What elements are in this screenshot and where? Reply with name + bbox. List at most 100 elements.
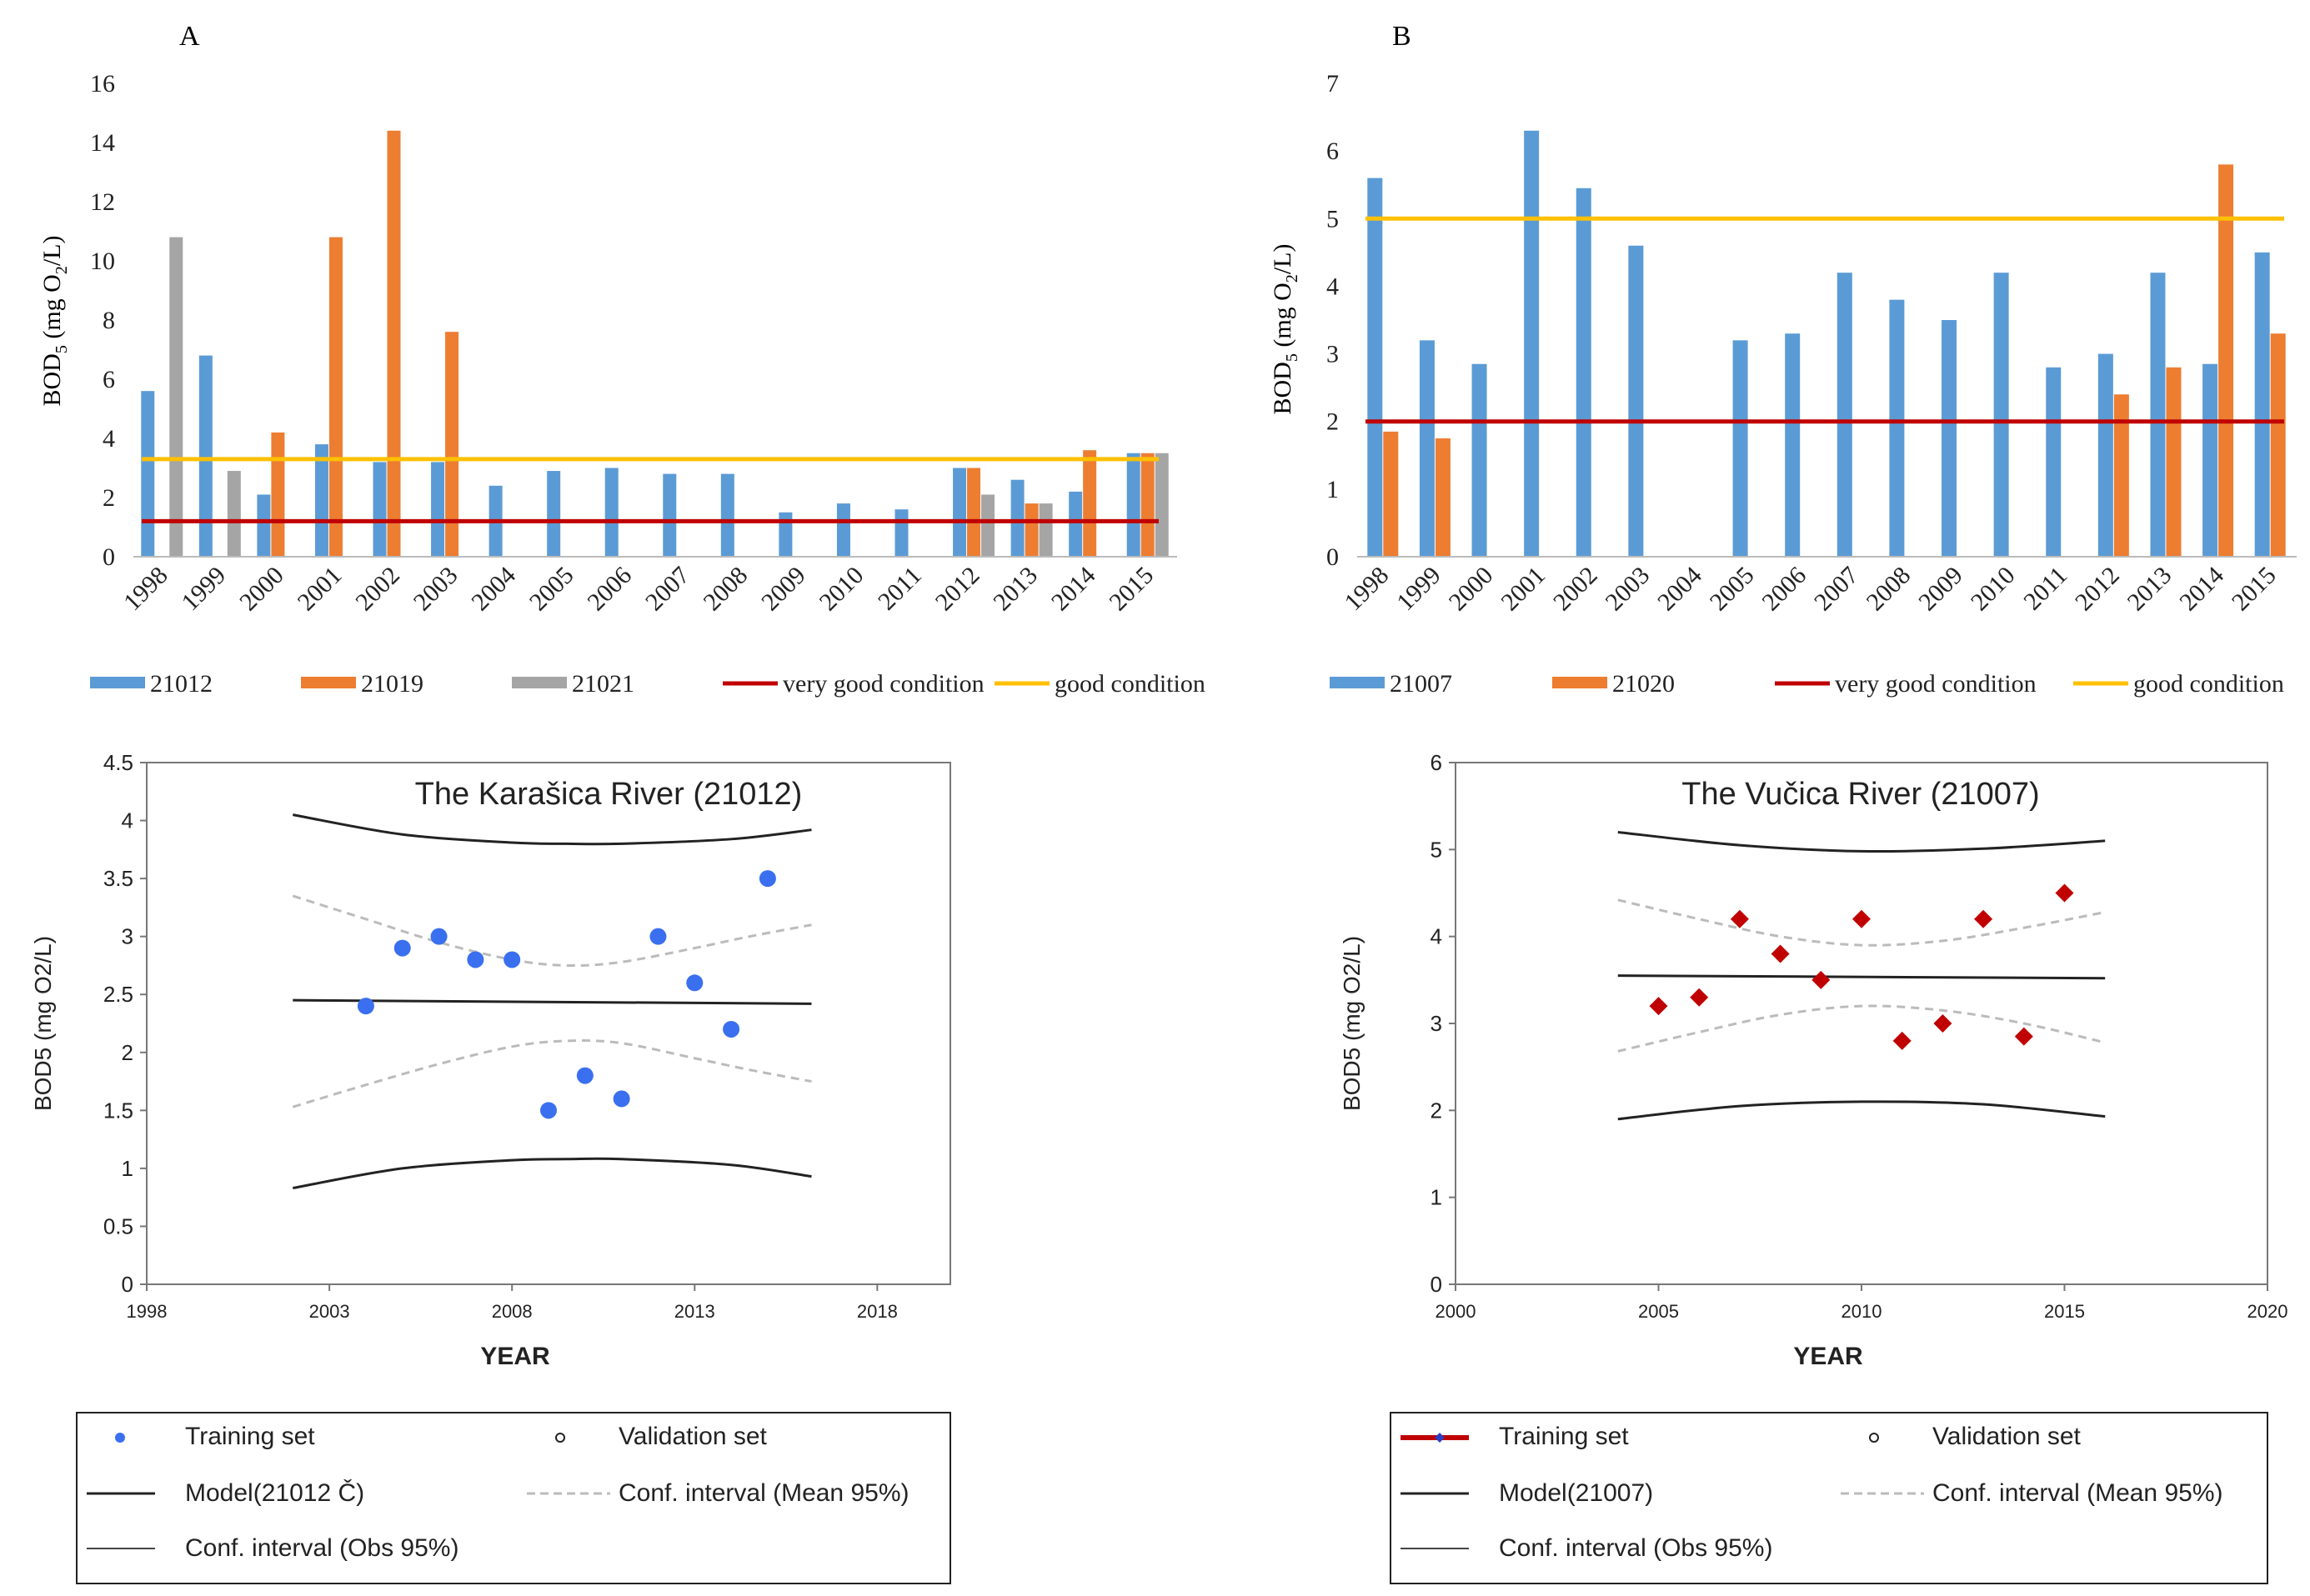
conf-interval-obs-upper [1617,830,2106,853]
bar-21021-1998 [169,237,183,557]
panel-c-x-axis-label: YEAR [480,1343,550,1370]
y-tick-label: 5 [1431,837,1442,862]
bar-21007-2009 [1942,320,1957,557]
conf-interval-mean-upper [292,894,812,968]
bar-21019-2003 [445,332,459,557]
conf-interval-obs-lower [1617,1100,2106,1121]
panel-d-x-axis-label: YEAR [1793,1343,1863,1370]
panel-d-y-axis-label: BOD5 (mg O2/L) [1339,936,1365,1111]
legend-model-label: Model(21012 Č) [185,1478,364,1507]
bar-21012-2012 [953,468,967,557]
x-tick-label-2002: 2002 [1548,562,1603,617]
data-point [686,974,704,992]
bar-21012-1999 [198,355,213,557]
x-tick-label-2013: 2013 [988,562,1043,617]
legend-validation-label: Validation set [619,1423,768,1450]
legend-label: good condition [2133,670,2284,698]
bar-21007-2001 [1524,130,1540,558]
legend-conf-obs-label: Conf. interval (Obs 95%) [1499,1534,1772,1562]
bar-21020-2013 [2166,367,2182,557]
conf-interval-obs-lower [293,1157,812,1190]
legend-conf-mean-label: Conf. interval (Mean 95%) [619,1479,909,1507]
bar-21012-2006 [604,468,619,557]
y-tick-label: 1 [1431,1185,1442,1210]
data-point [1811,970,1831,989]
bar-21012-2005 [547,471,561,557]
y-tick-label: 3 [122,924,133,949]
x-tick-label-2009: 2009 [756,562,811,617]
b-y-tick: 5 [1326,205,1339,233]
legend-swatch-21021 [512,677,567,688]
data-point [1771,944,1790,963]
legend-label: 21021 [572,670,634,698]
a-y-tick: 2 [103,484,115,512]
y-tick-label: 2.5 [103,982,133,1007]
data-point [430,928,448,945]
legend-label: very good condition [783,670,985,698]
x-tick-label: 2010 [1841,1301,1882,1322]
bar-21020-2015 [2270,333,2286,557]
x-tick-label-2008: 2008 [1862,562,1917,617]
legend-conf-obs-label: Conf. interval (Obs 95%) [185,1534,458,1562]
data-point [357,998,374,1015]
data-point [1730,909,1749,928]
data-point [1974,909,1993,928]
panel-a-legend: 21012 21019 21021 very good condition good c… [90,670,1205,698]
x-tick-label-2003: 2003 [408,562,464,617]
a-y-tick: 8 [103,307,115,334]
y-tick-label: 4 [1431,924,1442,949]
x-tick-label-2006: 2006 [1756,562,1811,617]
y-tick-label: 0 [1431,1272,1442,1297]
legend-validation-marker [555,1433,565,1443]
x-tick-label-2013: 2013 [2122,562,2177,617]
panel-a-y-axis-label: BOD5 (mg O2/L) [38,236,71,407]
bar-21012-2013 [1010,479,1025,557]
conf-interval-mean-upper [1617,898,2106,947]
x-tick-label: 2018 [857,1301,898,1322]
bar-21012-2002 [373,462,387,557]
bar-21019-2001 [328,237,343,557]
b-y-tick: 6 [1326,138,1339,165]
conf-interval-obs-upper [293,813,812,846]
bar-21012-2014 [1069,491,1083,557]
data-point [467,951,484,968]
data-point [576,1067,594,1084]
bar-21007-1999 [1419,340,1435,557]
x-tick-label-2011: 2011 [873,562,927,616]
x-tick-label-2006: 2006 [582,562,637,617]
legend-label: very good condition [1835,670,2037,698]
y-tick-label: 0 [122,1272,133,1297]
panel-a-label: A [179,21,200,52]
x-tick-label-2005: 2005 [524,562,579,617]
x-tick-label-2015: 2015 [2227,562,2282,617]
bar-21012-2007 [663,473,677,557]
x-tick-label: 2015 [2044,1301,2085,1322]
legend-validation-marker [1869,1433,1879,1443]
legend-label: 21020 [1612,670,1675,698]
y-tick-label: 4 [122,808,133,833]
legend-label: 21019 [361,670,423,698]
panel-d-scatter-chart: The Vučica River (21007) BOD5 (mg O2/L) … [1339,750,2287,1584]
x-tick-label-2014: 2014 [1046,562,1101,617]
model-line [293,998,812,1005]
x-tick-label-2015: 2015 [1104,562,1159,617]
bar-21007-2015 [2254,252,2270,557]
a-y-tick: 14 [90,129,115,157]
y-tick-label: 1.5 [103,1098,133,1123]
bar-21007-2000 [1471,363,1487,557]
bar-21020-2012 [2113,394,2129,557]
x-tick-label-2012: 2012 [930,562,985,617]
conf-interval-mean-lower [1617,1004,2106,1053]
x-tick-label: 2003 [309,1301,350,1322]
x-tick-label: 2013 [674,1301,715,1322]
panel-c-plot-frame [146,762,951,1285]
panel-b-legend: 21007 21020 very good condition good condit… [1330,670,2284,698]
x-tick-label-2007: 2007 [1809,562,1864,617]
y-tick-label: 3 [1431,1011,1442,1036]
data-point [2055,883,2074,903]
legend-frame [1390,1412,2268,1584]
model-line [1617,974,2106,980]
x-tick-label-2002: 2002 [350,562,405,617]
